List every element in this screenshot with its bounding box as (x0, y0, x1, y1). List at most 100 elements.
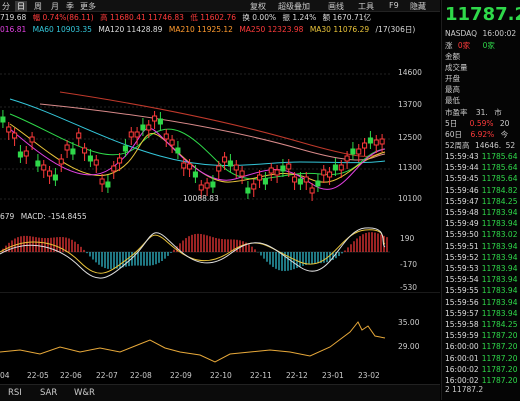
rsi-chart[interactable] (0, 292, 440, 368)
indicator-tabs: RSI SAR W&R (0, 384, 440, 401)
tick-row: 15:59:52 11783.94 (445, 253, 517, 262)
candle-body (29, 136, 35, 143)
pe-row: 市盈率 31. 市 (445, 107, 502, 118)
tools-button[interactable]: 工具 (358, 2, 374, 11)
macd-prefix: 679 (0, 212, 15, 221)
tab-week[interactable]: 周 (34, 2, 42, 11)
d60-value: 6.92% (470, 130, 495, 139)
tab-rsi[interactable]: RSI (8, 388, 22, 398)
tick-row: 16:00:02 11787.20 (445, 376, 517, 385)
tick-time: 15:59:47 (445, 196, 479, 206)
candle-body (222, 156, 228, 163)
candle-body (99, 178, 105, 185)
high-value: 高 11680.41 (100, 13, 146, 22)
tick-price: 11783.94 (481, 241, 518, 251)
candles-group (0, 110, 385, 201)
candle-body (303, 176, 309, 183)
tick-price: 11785.64 (481, 152, 518, 161)
candle-body (332, 164, 338, 171)
adjust-button[interactable]: 复权 (250, 2, 266, 11)
up-count: 0家 (457, 41, 471, 50)
tick-time: 15:59:46 (445, 185, 479, 195)
rsi-line (0, 321, 386, 363)
candle-body (268, 167, 274, 174)
down-count: 0家 (482, 41, 495, 50)
tick-row: 15:59:45 11785.64 (445, 174, 517, 183)
x-label-7: 22-11 (250, 371, 272, 380)
tick-price: 11783.94 (481, 308, 518, 318)
ma-info-line: 016.81 MA60 10903.35 MA120 11428.89 MA21… (0, 24, 440, 35)
stat-volume: 成交量 (445, 63, 468, 72)
candle-body (181, 162, 187, 169)
candle-body (146, 124, 152, 131)
tab-month[interactable]: 月 (51, 2, 59, 11)
last-price: 11787.2 (445, 4, 520, 25)
tick-time: 15:59:59 (445, 331, 479, 341)
candle-body (93, 159, 99, 166)
candle-body (117, 157, 123, 164)
candle-body (175, 147, 181, 154)
ma210-value: MA210 11925.12 (168, 25, 233, 34)
candle-body (111, 165, 117, 172)
time-label: 16:00:02 (482, 29, 517, 38)
tick-price: 11783.94 (481, 297, 518, 307)
candle-body (309, 187, 315, 194)
x-label-4: 22-08 (130, 371, 152, 380)
candle-body (210, 181, 216, 188)
candlestick-chart[interactable]: 10088.83 (0, 34, 440, 204)
pe-extra: 市 (494, 108, 502, 117)
tab-season[interactable]: 季 (66, 2, 74, 11)
d60-row: 60日 6.92% 今 (445, 129, 508, 140)
tick-price: 11783.94 (481, 208, 518, 217)
candle-body (70, 148, 76, 155)
d5-label: 5日 (445, 119, 458, 128)
candle-body (373, 139, 379, 146)
candle-body (12, 132, 18, 139)
tick-time: 15:59:53 (445, 264, 479, 273)
macd-header: 679 MACD: -154.8455 (0, 212, 87, 221)
draw-line-button[interactable]: 画线 (328, 2, 344, 11)
candle-body (204, 182, 210, 189)
tick-price: 11785.64 (481, 174, 518, 184)
macd-chart[interactable] (0, 222, 440, 282)
ma250-value: MA250 12323.98 (239, 25, 304, 34)
tab-minute[interactable]: 分 (2, 2, 10, 11)
hide-button[interactable]: 隐藏 (410, 2, 426, 11)
tick-row: 15:59:57 11783.94 (445, 309, 517, 318)
d5-value: 0.59% (469, 119, 494, 128)
tick-time: 15:59:49 (445, 219, 479, 229)
f9-button[interactable]: F9 (389, 1, 399, 10)
x-label-1: 22-05 (27, 371, 49, 380)
tab-more[interactable]: 更多 (80, 2, 96, 11)
tick-time: 15:59:54 (445, 275, 479, 285)
low-value: 低 11602.76 (190, 13, 236, 22)
w52h-label: 52周高 (445, 141, 470, 150)
pe-value: 31. (475, 108, 488, 117)
tab-wr[interactable]: W&R (74, 388, 95, 398)
tick-time: 15:59:55 (445, 286, 479, 296)
last-tick-row: 2 11787.2 (445, 385, 484, 394)
candle-body (35, 160, 41, 167)
tick-row: 15:59:44 11785.64 (445, 163, 517, 172)
overlay-button[interactable]: 超级叠加 (278, 2, 310, 11)
ma60-value: MA60 10903.35 (32, 25, 92, 34)
candle-body (239, 170, 245, 177)
updown-row: 涨 0家 0家 (445, 40, 495, 51)
x-axis: 04 22-05 22-06 22-07 22-08 22-09 22-10 2… (0, 369, 440, 381)
tick-price: 11785.64 (481, 163, 518, 173)
tab-sar[interactable]: SAR (40, 388, 58, 398)
tab-day[interactable]: 日 (15, 1, 27, 12)
tick-row: 15:59:51 11783.94 (445, 242, 517, 251)
tick-price: 11787.20 (481, 353, 518, 363)
tick-time: 15:59:58 (445, 320, 479, 329)
candle-body (379, 138, 385, 145)
ma5-line (9, 127, 386, 190)
candle-body (245, 187, 251, 194)
ma250-line (59, 91, 386, 157)
candle-body (344, 155, 350, 162)
tick-row: 16:00:01 11787.20 (445, 354, 517, 363)
candle-body (233, 164, 239, 171)
candle-body (47, 170, 53, 177)
tick-row: 15:59:58 11784.25 (445, 320, 517, 329)
tick-row: 15:59:48 11783.94 (445, 208, 517, 217)
